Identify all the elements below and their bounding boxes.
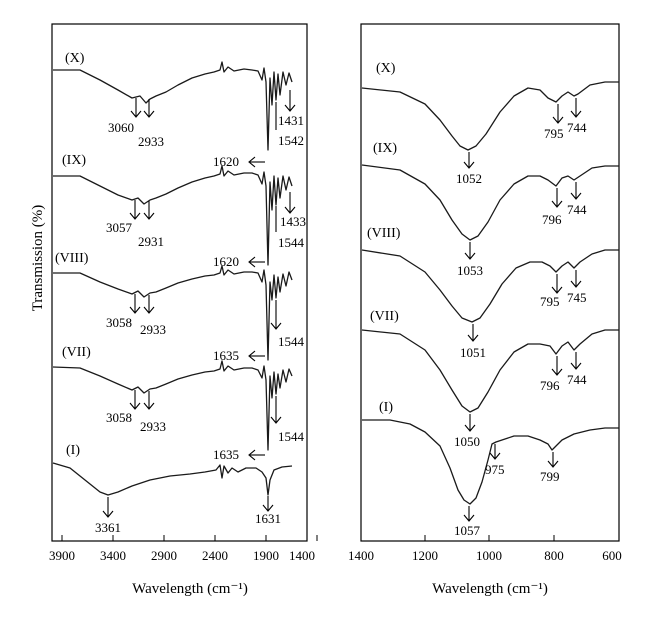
peak-label: 1050	[454, 434, 480, 449]
left-panel: 3900 3400 2900 2400 1900 1400 Wavelength…	[49, 23, 318, 597]
right-series-ix: (IX) 1053 796 744	[361, 141, 619, 278]
left-series-viii: (VIII) 3058 2933 1544	[53, 251, 305, 361]
spectrum-line	[361, 164, 619, 241]
right-series-vii: (VII) 1050 796 744	[361, 309, 619, 449]
peak-label: 1431	[278, 113, 304, 128]
peak-label: 1053	[457, 263, 483, 278]
peak-label: 2933	[138, 134, 164, 149]
spectrum-line	[361, 249, 619, 323]
peak-label: 745	[567, 290, 587, 305]
series-label: (VIII)	[55, 251, 89, 266]
series-label: (VII)	[370, 309, 399, 324]
y-axis-title: Transmission (%)	[30, 205, 46, 312]
peak-label: 799	[540, 469, 560, 484]
peak-label: 1057	[454, 523, 481, 538]
peak-label: 2931	[138, 234, 164, 249]
series-label: (I)	[66, 443, 80, 458]
spectrum-line	[53, 265, 293, 361]
peak-label: 744	[567, 202, 587, 217]
left-x-tick-label: 2900	[151, 548, 177, 563]
right-series-i: (I) 1057 975 799	[362, 400, 619, 538]
peak-label: 796	[540, 378, 560, 393]
left-series-x: (X) 3060 2933 1431 1542	[53, 51, 304, 151]
peak-label: 1635	[213, 447, 239, 462]
peak-label: 1544	[278, 429, 305, 444]
series-label: (VII)	[62, 345, 91, 360]
right-x-tick-label: 1200	[412, 548, 438, 563]
right-x-tick-label: 600	[602, 548, 622, 563]
right-series-viii: (VIII) 1051 795 745	[361, 226, 619, 360]
right-x-tick-label: 1000	[476, 548, 502, 563]
peak-label: 744	[567, 120, 587, 135]
series-label: (IX)	[62, 153, 86, 168]
spectrum-line	[361, 329, 619, 413]
peak-label: 1635	[213, 348, 239, 363]
right-plot-frame	[360, 23, 620, 542]
left-series-ix: (IX) 3057 2931 1433 1544	[53, 153, 306, 266]
spectrum-line	[53, 165, 293, 266]
peak-label: 3361	[95, 520, 121, 535]
right-x-axis-title: Wavelength (cm⁻¹)	[432, 581, 548, 597]
peak-label: 1620	[213, 254, 239, 269]
left-series-i: (I) 3361 1631	[52, 443, 293, 535]
peak-label: 795	[544, 126, 564, 141]
peak-label: 795	[540, 294, 560, 309]
right-panel: 1400 1200 1000 800 600 Wavelength (cm⁻¹)…	[348, 23, 622, 597]
spectrum-line	[52, 360, 293, 451]
peak-label: 744	[567, 372, 587, 387]
right-series-x: (X) 1052 795 744	[361, 61, 619, 186]
peak-label: 3057	[106, 220, 133, 235]
peak-label: 1631	[255, 511, 281, 526]
peak-label: 1544	[278, 334, 305, 349]
left-x-tick-label: 2400	[202, 548, 228, 563]
peak-label: 2933	[140, 419, 166, 434]
left-x-tick-label: 3900	[49, 548, 75, 563]
series-label: (IX)	[373, 141, 397, 156]
peak-label: 1620	[213, 154, 239, 169]
peak-label: 1544	[278, 235, 305, 250]
left-plot-frame	[51, 23, 308, 542]
right-x-tick-label: 1400	[348, 548, 374, 563]
series-label: (VIII)	[367, 226, 401, 241]
peak-label: 1542	[278, 133, 304, 148]
series-label: (X)	[376, 61, 396, 76]
peak-label: 975	[485, 462, 505, 477]
series-label: (X)	[65, 51, 85, 66]
spectrum-line	[362, 419, 619, 505]
spectrum-line	[361, 81, 619, 151]
peak-label: 3058	[106, 410, 132, 425]
right-x-tick-label: 800	[544, 548, 564, 563]
peak-label: 3058	[106, 315, 132, 330]
left-series-vii: (VII) 3058 2933 1544	[52, 345, 305, 451]
series-label: (I)	[379, 400, 393, 415]
left-x-tick-label: 1400	[289, 548, 315, 563]
peak-label: 796	[542, 212, 562, 227]
spectrum-line	[53, 61, 293, 151]
peak-label: 1433	[280, 214, 306, 229]
peak-label: 1052	[456, 171, 482, 186]
left-x-axis-title: Wavelength (cm⁻¹)	[132, 581, 248, 597]
peak-label: 3060	[108, 120, 134, 135]
left-x-tick-label: 1900	[253, 548, 279, 563]
spectrum-line	[52, 462, 293, 496]
left-x-tick-label: 3400	[100, 548, 126, 563]
peak-label: 1051	[460, 345, 486, 360]
peak-label: 2933	[140, 322, 166, 337]
